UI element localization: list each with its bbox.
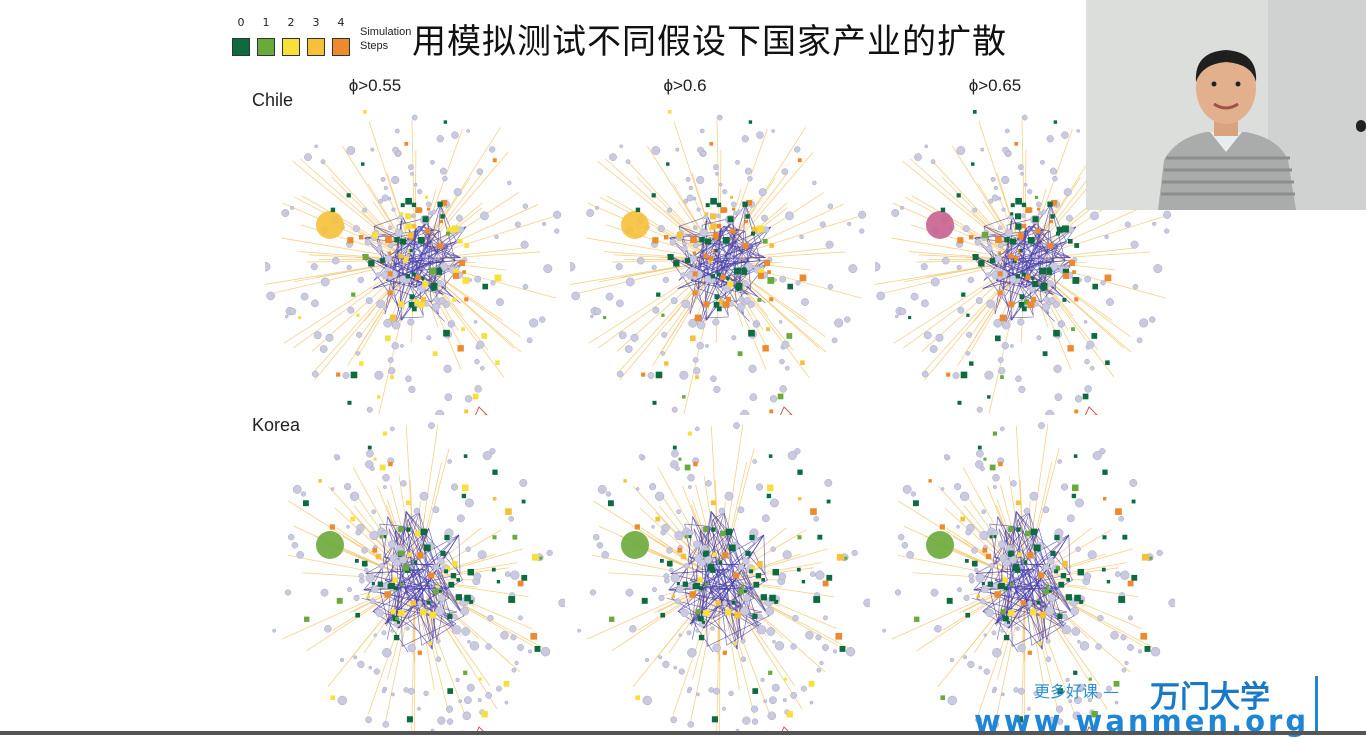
wanmen-watermark: 更多好课 — 万门大学 www.wanmen.org (970, 676, 1350, 734)
network-graph (570, 415, 870, 735)
legend-step-4: 4 (331, 16, 351, 29)
legend-label-line2: Steps (360, 39, 411, 53)
network-korea-055 (265, 415, 565, 735)
legend-step-1: 1 (256, 16, 276, 29)
legend-step-0: 0 (231, 16, 251, 29)
legend-label: Simulation Steps (360, 25, 411, 53)
player-bottom-bar (0, 731, 1366, 735)
network-chile-06 (570, 95, 870, 415)
presenter-video-icon (1086, 0, 1366, 210)
network-graph (265, 415, 565, 735)
watermark-divider (1315, 676, 1318, 732)
legend-step-2: 2 (281, 16, 301, 29)
legend-swatch-0 (232, 38, 250, 56)
column-label-055: ϕ>0.55 (315, 76, 435, 96)
column-label-065: ϕ>0.65 (935, 76, 1055, 96)
legend-step-3: 3 (306, 16, 326, 29)
network-graph (570, 95, 870, 415)
watermark-tagline: 更多好课 — (1034, 678, 1119, 702)
simulation-steps-legend: 0 1 2 3 4 Simulation Steps (230, 16, 420, 62)
legend-swatch-2 (282, 38, 300, 56)
slide-title: 用模拟测试不同假设下国家产业的扩散 (412, 14, 1007, 63)
legend-swatch-1 (257, 38, 275, 56)
network-chile-055 (265, 95, 565, 415)
network-graph (265, 95, 565, 415)
network-korea-06 (570, 415, 870, 735)
legend-swatch-3 (307, 38, 325, 56)
column-label-06: ϕ>0.6 (625, 76, 745, 96)
legend-swatch-4 (332, 38, 350, 56)
legend-label-line1: Simulation (360, 25, 411, 39)
presenter-webcam (1086, 0, 1366, 210)
